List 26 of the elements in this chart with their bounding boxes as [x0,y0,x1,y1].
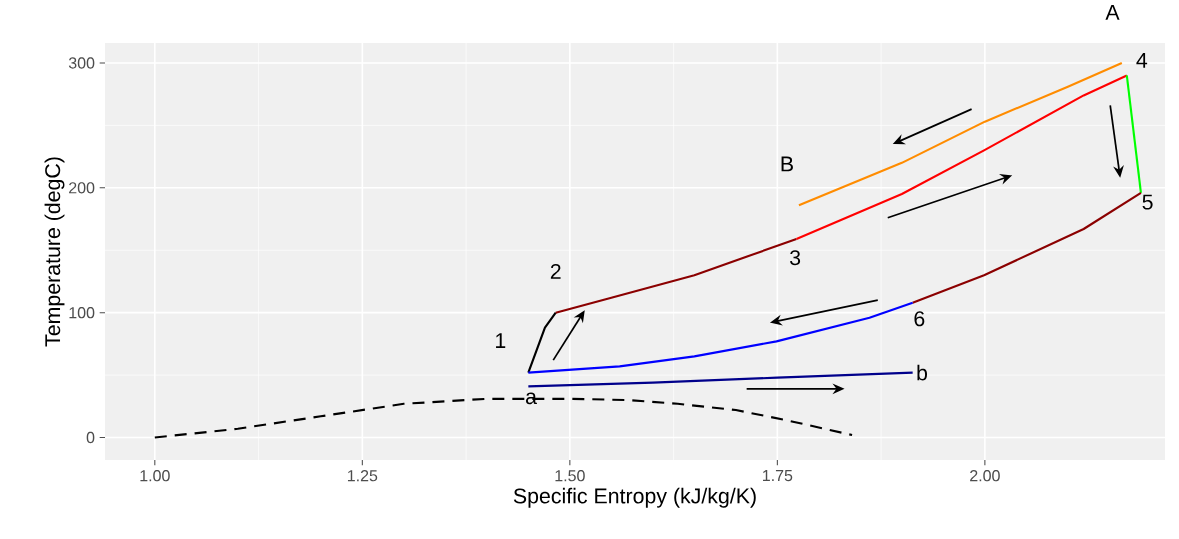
x-tick-label: 1.75 [763,470,793,482]
annotation: 1 [496,333,506,348]
annotation: b [917,364,928,381]
annotation: B [781,156,793,172]
line-series [527,371,914,388]
x-tick-label: 1.50 [555,470,585,482]
x-tick-label: 1.00 [140,470,170,482]
annotation: 4 [1136,52,1148,68]
x-axis-title: Specific Entropy (kJ/kg/K) [513,487,756,508]
x-tick-label: 1.25 [347,470,378,482]
y-tick-label: 300 [68,57,95,69]
annotation: 3 [790,250,801,266]
line-series [527,301,914,374]
x-tick-label: 2.00 [970,470,1000,482]
y-axis-title: Temperature (degC) [44,157,65,347]
line-series [527,311,557,374]
annotation: 2 [550,263,561,279]
annotation: 5 [1142,194,1153,210]
line-series [795,74,1128,241]
y-tick-label: 0 [86,431,95,444]
y-tick-label: 100 [69,307,95,319]
line-series [911,191,1142,304]
annotation: A [1105,4,1120,20]
line-series [797,61,1123,207]
y-tick-label: 200 [69,182,95,194]
annotation: 6 [914,311,925,327]
